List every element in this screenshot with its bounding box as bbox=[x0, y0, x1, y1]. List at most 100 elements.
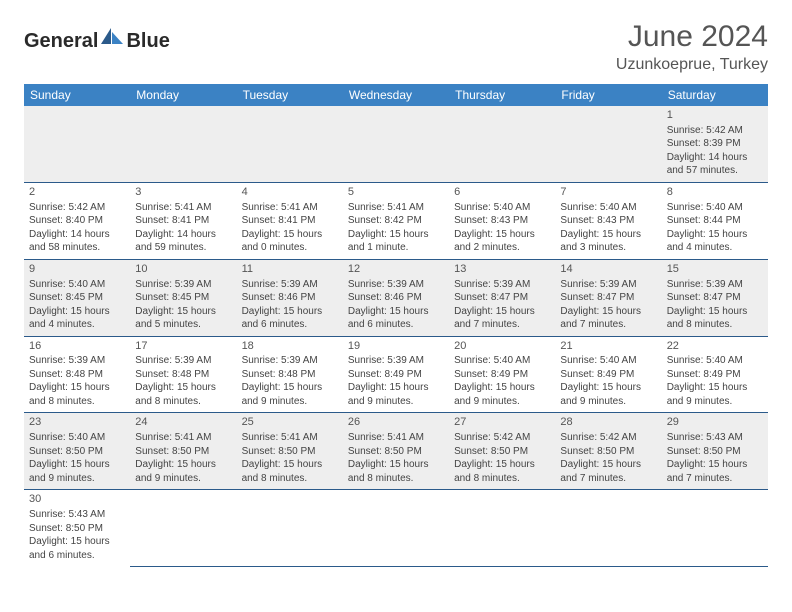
calendar-day: 28Sunrise: 5:42 AMSunset: 8:50 PMDayligh… bbox=[555, 413, 661, 490]
daylight-line: Daylight: 15 hours and 8 minutes. bbox=[667, 305, 763, 332]
daylight-line: Daylight: 15 hours and 4 minutes. bbox=[29, 305, 125, 332]
calendar-day-empty bbox=[130, 106, 236, 182]
sunrise-line: Sunrise: 5:40 AM bbox=[29, 278, 125, 292]
sunset-line: Sunset: 8:43 PM bbox=[454, 214, 550, 228]
sunrise-line: Sunrise: 5:40 AM bbox=[667, 201, 763, 215]
calendar-week: 2Sunrise: 5:42 AMSunset: 8:40 PMDaylight… bbox=[24, 182, 768, 259]
day-number: 11 bbox=[242, 262, 338, 277]
calendar-day: 22Sunrise: 5:40 AMSunset: 8:49 PMDayligh… bbox=[662, 336, 768, 413]
sunrise-line: Sunrise: 5:40 AM bbox=[454, 354, 550, 368]
calendar-day-empty bbox=[343, 106, 449, 182]
sunrise-line: Sunrise: 5:40 AM bbox=[560, 201, 656, 215]
daylight-line: Daylight: 15 hours and 8 minutes. bbox=[242, 458, 338, 485]
sunset-line: Sunset: 8:44 PM bbox=[667, 214, 763, 228]
sunrise-line: Sunrise: 5:41 AM bbox=[242, 201, 338, 215]
daylight-line: Daylight: 14 hours and 58 minutes. bbox=[29, 228, 125, 255]
sunset-line: Sunset: 8:40 PM bbox=[29, 214, 125, 228]
title-block: June 2024 Uzunkoeprue, Turkey bbox=[616, 20, 768, 74]
day-number: 10 bbox=[135, 262, 231, 277]
page-header: General Blue June 2024 Uzunkoeprue, Turk… bbox=[24, 20, 768, 74]
day-number: 25 bbox=[242, 415, 338, 430]
daylight-line: Daylight: 15 hours and 9 minutes. bbox=[135, 458, 231, 485]
calendar-week: 9Sunrise: 5:40 AMSunset: 8:45 PMDaylight… bbox=[24, 259, 768, 336]
sunrise-line: Sunrise: 5:41 AM bbox=[135, 201, 231, 215]
calendar-table: SundayMondayTuesdayWednesdayThursdayFrid… bbox=[24, 84, 768, 567]
calendar-day: 2Sunrise: 5:42 AMSunset: 8:40 PMDaylight… bbox=[24, 182, 130, 259]
day-number: 3 bbox=[135, 185, 231, 200]
sunrise-line: Sunrise: 5:41 AM bbox=[135, 431, 231, 445]
sunrise-line: Sunrise: 5:39 AM bbox=[242, 278, 338, 292]
calendar-body: 1Sunrise: 5:42 AMSunset: 8:39 PMDaylight… bbox=[24, 106, 768, 566]
sunrise-line: Sunrise: 5:39 AM bbox=[135, 278, 231, 292]
sunset-line: Sunset: 8:50 PM bbox=[348, 445, 444, 459]
sunset-line: Sunset: 8:43 PM bbox=[560, 214, 656, 228]
sunset-line: Sunset: 8:49 PM bbox=[560, 368, 656, 382]
day-number: 27 bbox=[454, 415, 550, 430]
calendar-day: 7Sunrise: 5:40 AMSunset: 8:43 PMDaylight… bbox=[555, 182, 661, 259]
sunset-line: Sunset: 8:46 PM bbox=[242, 291, 338, 305]
day-number: 18 bbox=[242, 339, 338, 354]
calendar-day-empty bbox=[555, 106, 661, 182]
sunset-line: Sunset: 8:47 PM bbox=[667, 291, 763, 305]
calendar-day-empty bbox=[24, 106, 130, 182]
calendar-day: 9Sunrise: 5:40 AMSunset: 8:45 PMDaylight… bbox=[24, 259, 130, 336]
location: Uzunkoeprue, Turkey bbox=[616, 56, 768, 74]
calendar-head: SundayMondayTuesdayWednesdayThursdayFrid… bbox=[24, 84, 768, 106]
day-header: Wednesday bbox=[343, 84, 449, 106]
calendar-day: 19Sunrise: 5:39 AMSunset: 8:49 PMDayligh… bbox=[343, 336, 449, 413]
sunset-line: Sunset: 8:49 PM bbox=[348, 368, 444, 382]
sail-icon bbox=[101, 28, 123, 49]
daylight-line: Daylight: 15 hours and 9 minutes. bbox=[29, 458, 125, 485]
day-number: 23 bbox=[29, 415, 125, 430]
day-number: 24 bbox=[135, 415, 231, 430]
daylight-line: Daylight: 15 hours and 7 minutes. bbox=[560, 305, 656, 332]
daylight-line: Daylight: 15 hours and 3 minutes. bbox=[560, 228, 656, 255]
day-header: Friday bbox=[555, 84, 661, 106]
sunset-line: Sunset: 8:49 PM bbox=[454, 368, 550, 382]
day-number: 13 bbox=[454, 262, 550, 277]
daylight-line: Daylight: 15 hours and 8 minutes. bbox=[348, 458, 444, 485]
daylight-line: Daylight: 15 hours and 9 minutes. bbox=[667, 381, 763, 408]
sunset-line: Sunset: 8:47 PM bbox=[560, 291, 656, 305]
day-number: 30 bbox=[29, 492, 125, 507]
sunrise-line: Sunrise: 5:43 AM bbox=[29, 508, 125, 522]
day-number: 5 bbox=[348, 185, 444, 200]
daylight-line: Daylight: 15 hours and 5 minutes. bbox=[135, 305, 231, 332]
day-number: 6 bbox=[454, 185, 550, 200]
sunrise-line: Sunrise: 5:39 AM bbox=[135, 354, 231, 368]
sunset-line: Sunset: 8:48 PM bbox=[29, 368, 125, 382]
sunset-line: Sunset: 8:50 PM bbox=[29, 522, 125, 536]
daylight-line: Daylight: 15 hours and 2 minutes. bbox=[454, 228, 550, 255]
sunrise-line: Sunrise: 5:42 AM bbox=[667, 124, 763, 138]
calendar-week: 16Sunrise: 5:39 AMSunset: 8:48 PMDayligh… bbox=[24, 336, 768, 413]
calendar-day: 3Sunrise: 5:41 AMSunset: 8:41 PMDaylight… bbox=[130, 182, 236, 259]
calendar-week: 23Sunrise: 5:40 AMSunset: 8:50 PMDayligh… bbox=[24, 413, 768, 490]
daylight-line: Daylight: 15 hours and 6 minutes. bbox=[348, 305, 444, 332]
sunset-line: Sunset: 8:50 PM bbox=[135, 445, 231, 459]
daylight-line: Daylight: 15 hours and 9 minutes. bbox=[454, 381, 550, 408]
sunrise-line: Sunrise: 5:42 AM bbox=[560, 431, 656, 445]
calendar-day: 5Sunrise: 5:41 AMSunset: 8:42 PMDaylight… bbox=[343, 182, 449, 259]
calendar-day: 23Sunrise: 5:40 AMSunset: 8:50 PMDayligh… bbox=[24, 413, 130, 490]
calendar-day: 26Sunrise: 5:41 AMSunset: 8:50 PMDayligh… bbox=[343, 413, 449, 490]
calendar-day: 30Sunrise: 5:43 AMSunset: 8:50 PMDayligh… bbox=[24, 490, 130, 566]
sunrise-line: Sunrise: 5:39 AM bbox=[454, 278, 550, 292]
page-title: June 2024 bbox=[616, 20, 768, 54]
calendar-day: 6Sunrise: 5:40 AMSunset: 8:43 PMDaylight… bbox=[449, 182, 555, 259]
sunrise-line: Sunrise: 5:41 AM bbox=[348, 201, 444, 215]
sunset-line: Sunset: 8:42 PM bbox=[348, 214, 444, 228]
calendar-day: 14Sunrise: 5:39 AMSunset: 8:47 PMDayligh… bbox=[555, 259, 661, 336]
sunset-line: Sunset: 8:45 PM bbox=[135, 291, 231, 305]
calendar-week: 1Sunrise: 5:42 AMSunset: 8:39 PMDaylight… bbox=[24, 106, 768, 182]
calendar-day: 13Sunrise: 5:39 AMSunset: 8:47 PMDayligh… bbox=[449, 259, 555, 336]
daylight-line: Daylight: 14 hours and 57 minutes. bbox=[667, 151, 763, 178]
calendar-day-empty bbox=[449, 106, 555, 182]
sunrise-line: Sunrise: 5:43 AM bbox=[667, 431, 763, 445]
day-number: 7 bbox=[560, 185, 656, 200]
daylight-line: Daylight: 15 hours and 4 minutes. bbox=[667, 228, 763, 255]
calendar-day: 25Sunrise: 5:41 AMSunset: 8:50 PMDayligh… bbox=[237, 413, 343, 490]
day-header: Monday bbox=[130, 84, 236, 106]
calendar-day-empty bbox=[237, 490, 343, 566]
brand-part1: General bbox=[24, 30, 98, 53]
calendar-day: 17Sunrise: 5:39 AMSunset: 8:48 PMDayligh… bbox=[130, 336, 236, 413]
